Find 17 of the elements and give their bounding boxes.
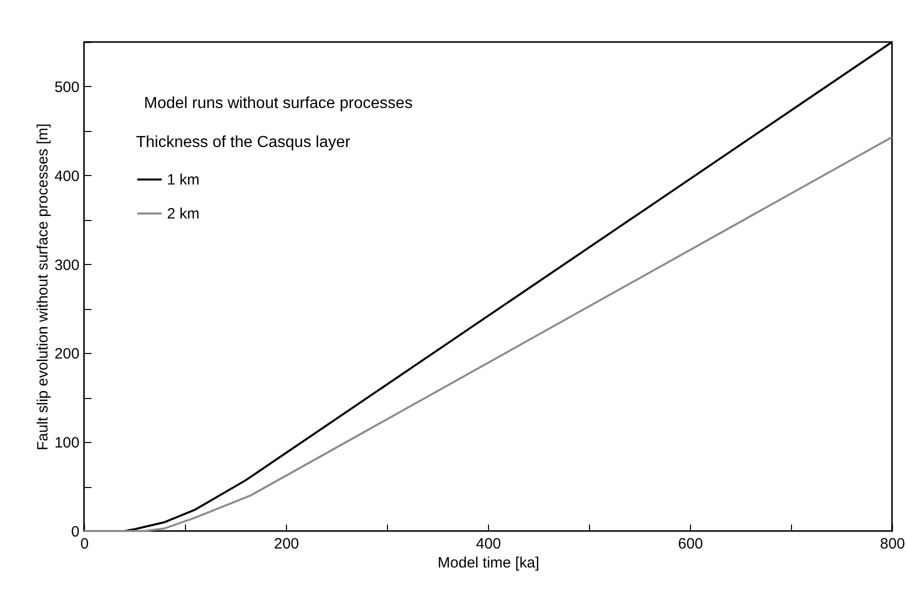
legend-label: 1 km — [167, 172, 200, 188]
x-tick-label: 200 — [274, 536, 300, 552]
x-tick-label: 800 — [880, 536, 906, 552]
y-axis-title: Fault slip evolution without surface processes [m] — [34, 124, 52, 450]
y-tick-label: 500 — [54, 78, 80, 96]
y-tick-label: 0 — [71, 524, 80, 540]
line-series — [83, 136, 893, 532]
y-tick-label: 100 — [54, 434, 80, 452]
legend-label: 2 km — [167, 206, 200, 222]
x-tick-label: 600 — [678, 536, 704, 552]
legend-title: Thickness of the Casqus layer — [136, 134, 351, 151]
x-axis-title: Model time [ka] — [438, 554, 540, 572]
y-tick-label: 200 — [54, 346, 80, 363]
x-tick-label: 400 — [476, 536, 502, 552]
y-tick-label: 300 — [54, 256, 80, 274]
y-tick-label: 400 — [54, 168, 80, 185]
annotation: Model runs without surface processes — [144, 95, 413, 112]
